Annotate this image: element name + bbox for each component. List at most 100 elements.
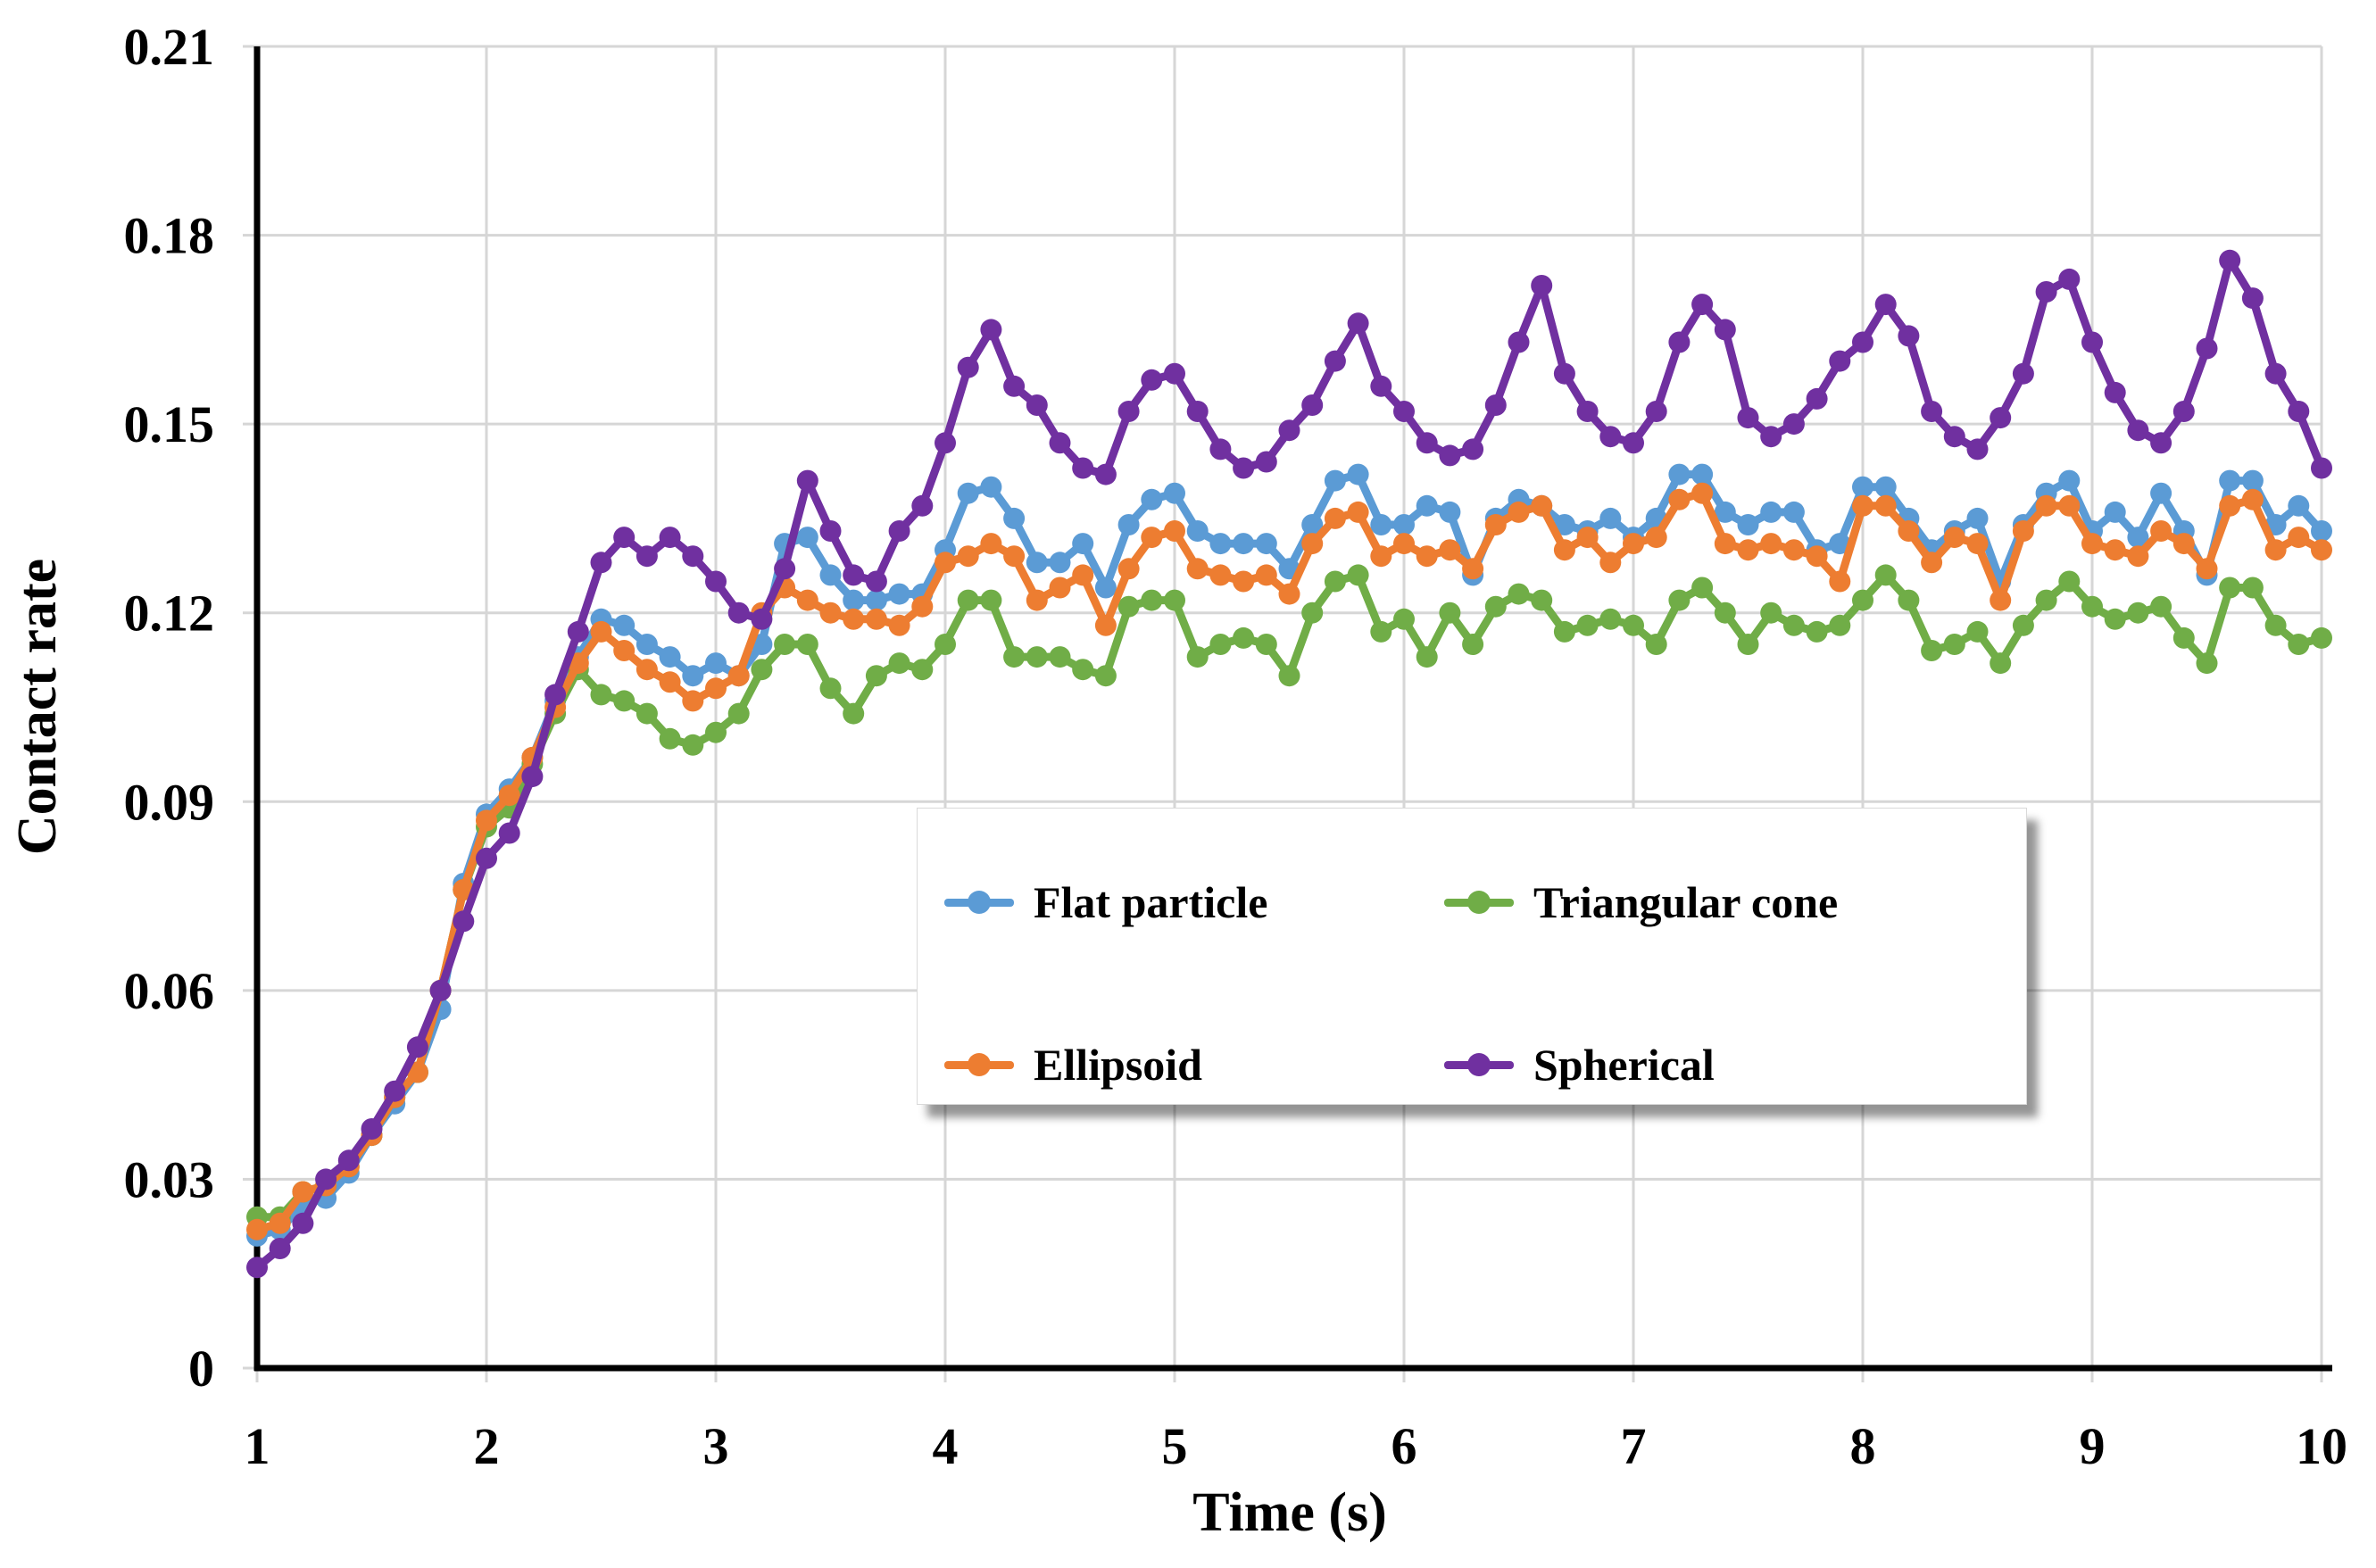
x-tick-label: 7 (1621, 1417, 1647, 1475)
data-point-marker (888, 520, 910, 542)
data-point-marker (636, 545, 658, 568)
data-point-marker (705, 652, 727, 675)
legend-marker-icon (1444, 873, 1514, 932)
data-point-marker (476, 809, 497, 832)
data-point-marker (2127, 527, 2149, 549)
y-tick-label: 0.03 (124, 1150, 215, 1208)
data-point-marker (2012, 614, 2034, 636)
data-point-marker (1026, 394, 1048, 416)
data-point-marker (1553, 362, 1575, 385)
data-point-marker (1921, 640, 1943, 661)
legend-item-spherical: Spherical (1444, 1035, 2026, 1094)
legend-item-flat-particle: Flat particle (944, 873, 1444, 932)
data-point-marker (1439, 539, 1461, 561)
data-point-marker (1760, 601, 1782, 624)
data-point-marker (2219, 249, 2241, 271)
data-point-marker (1852, 476, 1873, 498)
data-point-marker (1072, 457, 1094, 479)
data-point-marker (980, 589, 1002, 611)
data-series (246, 249, 2332, 1279)
data-point-marker (1370, 375, 1392, 397)
data-point-marker (1737, 514, 1759, 535)
data-point-marker (2196, 558, 2218, 580)
data-point-marker (957, 545, 979, 568)
data-point-marker (2288, 401, 2310, 422)
data-point-marker (1186, 520, 1209, 542)
data-point-marker (2150, 595, 2172, 618)
data-point-marker (1233, 457, 1255, 479)
data-point-marker (1668, 331, 1691, 353)
data-point-marker (957, 482, 979, 504)
data-point-marker (544, 684, 567, 706)
data-point-marker (1416, 494, 1438, 517)
data-point-marker (705, 721, 727, 743)
y-tick-label: 0.09 (124, 773, 215, 831)
data-point-marker (980, 476, 1002, 498)
data-point-marker (1531, 275, 1553, 296)
data-point-marker (2288, 634, 2310, 655)
data-point-marker (1439, 444, 1461, 467)
data-point-marker (1049, 552, 1071, 574)
data-point-marker (1026, 552, 1048, 574)
data-point-marker (1714, 319, 1736, 341)
data-point-marker (1599, 608, 1622, 630)
data-point-marker (2081, 331, 2103, 353)
data-point-marker (1966, 507, 1989, 529)
data-point-marker (1347, 463, 1369, 485)
data-point-marker (1829, 614, 1851, 636)
data-point-marker (1623, 533, 1644, 555)
data-point-marker (2035, 281, 2057, 303)
data-point-marker (1003, 507, 1026, 529)
data-point-marker (2241, 469, 2264, 492)
data-point-marker (1599, 552, 1622, 574)
data-point-marker (1874, 494, 1897, 517)
data-point-marker (636, 702, 658, 725)
data-point-marker (1966, 533, 1989, 555)
data-point-marker (1324, 507, 1346, 529)
data-point-marker (1829, 570, 1851, 593)
data-point-marker (567, 620, 589, 643)
y-axis-title: Contact rate (7, 559, 68, 855)
data-point-marker (1852, 494, 1873, 517)
data-point-marker (911, 494, 934, 517)
data-point-marker (819, 520, 842, 542)
data-point-marker (429, 979, 452, 1001)
data-point-marker (292, 1181, 314, 1203)
x-axis-title: Time (s) (1192, 1482, 1387, 1543)
data-point-marker (2127, 601, 2149, 624)
data-point-marker (1164, 520, 1185, 542)
data-point-marker (1966, 620, 1989, 643)
data-point-marker (1324, 469, 1346, 492)
legend-label: Spherical (1533, 1039, 1715, 1090)
data-point-marker (498, 784, 520, 807)
data-point-marker (888, 614, 910, 636)
x-tick-label: 3 (703, 1417, 729, 1475)
data-point-marker (1737, 407, 1759, 429)
data-point-marker (1278, 583, 1300, 605)
series-spherical (246, 249, 2332, 1279)
data-point-marker (2311, 626, 2332, 649)
data-point-marker (705, 570, 727, 593)
data-point-marker (1094, 577, 1117, 599)
data-point-marker (1874, 476, 1897, 498)
data-point-marker (2196, 337, 2218, 360)
data-point-marker (2288, 527, 2310, 549)
legend-label: Ellipsoid (1034, 1039, 1202, 1090)
data-point-marker (1117, 558, 1140, 580)
data-point-marker (2150, 520, 2172, 542)
data-point-marker (796, 589, 818, 611)
data-point-marker (1003, 646, 1026, 668)
data-point-marker (796, 527, 818, 549)
data-point-marker (843, 702, 865, 725)
data-point-marker (1117, 595, 1140, 618)
data-point-marker (1691, 482, 1714, 504)
data-point-marker (613, 527, 636, 549)
data-point-marker (2241, 287, 2264, 310)
data-point-marker (1806, 620, 1828, 643)
x-tick-label: 4 (933, 1417, 959, 1475)
x-tick-label: 10 (2296, 1417, 2347, 1475)
legend-label: Flat particle (1034, 877, 1268, 927)
data-point-marker (1416, 646, 1438, 668)
